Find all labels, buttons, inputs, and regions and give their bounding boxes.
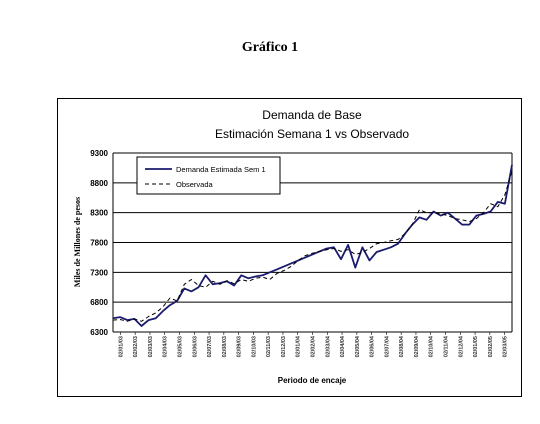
x-tick-label: 02/02/03 [133,336,139,357]
x-tick-label: 02/12/03 [281,336,287,357]
x-tick-label: 02/04/03 [163,336,169,357]
x-tick-label: 02/09/03 [237,336,243,357]
x-tick-label: 02/05/03 [178,336,184,357]
x-tick-label: 02/10/04 [429,335,435,357]
y-tick-label: 8300 [90,209,108,218]
series-line-estimada [112,164,513,327]
x-tick-label: 02/01/05 [473,336,479,357]
x-tick-label: 02/06/03 [192,336,198,357]
x-tick-label: 02/01/04 [296,335,302,357]
y-tick-label: 6300 [90,328,108,337]
y-tick-label: 8800 [90,179,108,188]
x-tick-label: 02/11/04 [444,335,450,357]
x-tick-label: 02/01/03 [118,336,124,357]
legend-label: Observada [176,180,214,189]
y-tick-label: 9300 [90,149,108,158]
x-tick-label: 02/02/05 [488,336,494,357]
legend-box [136,156,281,195]
x-tick-label: 02/04/04 [340,335,346,357]
x-tick-label: 02/12/04 [458,335,464,357]
x-tick-label: 02/03/03 [148,336,154,357]
y-tick-label: 7300 [90,268,108,277]
x-tick-label: 02/02/04 [311,335,317,357]
x-tick-label: 02/08/03 [222,336,228,357]
y-tick-label: 6800 [90,298,108,307]
x-tick-label: 02/07/03 [207,336,213,357]
y-tick-label: 7800 [90,239,108,248]
x-tick-label: 02/05/04 [355,335,361,357]
x-tick-label: 02/03/05 [503,336,509,357]
legend-label: Demanda Estimada Sem 1 [176,165,266,174]
series-line-observada [112,170,513,322]
y-axis-label: Miles de Millones de pesos [73,197,82,287]
chart-title: Demanda de Base [262,108,362,122]
x-tick-label: 02/07/04 [384,335,390,357]
x-tick-label: 02/08/04 [399,335,405,357]
x-axis-label: Periodo de encaje [278,376,347,385]
page-heading: Gráfico 1 [241,40,299,55]
x-tick-label: 02/09/04 [414,335,420,357]
x-tick-label: 02/03/04 [325,335,331,357]
x-tick-label: 02/10/03 [251,336,257,357]
chart-subtitle: Estimación Semana 1 vs Observado [215,127,409,141]
x-tick-label: 02/06/04 [370,335,376,357]
chart-frame [57,98,522,397]
x-tick-label: 02/11/03 [266,336,272,357]
